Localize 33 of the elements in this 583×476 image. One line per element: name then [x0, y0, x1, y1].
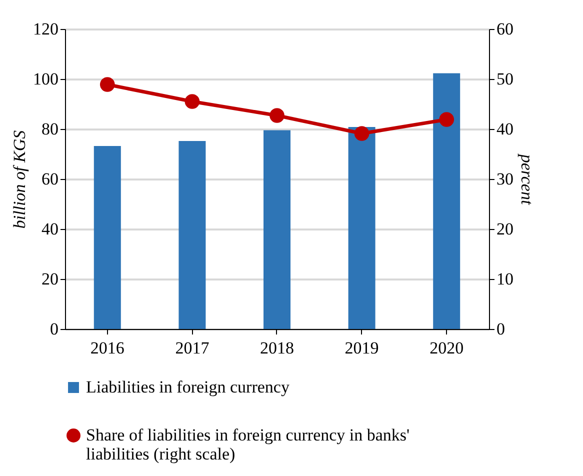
y2-tick-label: 40 [496, 120, 514, 138]
x-tick-label: 2016 [90, 338, 124, 358]
y-tick-label: 20 [42, 270, 58, 288]
y2-tick-label: 50 [496, 70, 514, 88]
point [354, 126, 370, 141]
bar [264, 130, 290, 329]
legend-label: Liabilities in foreign currency [86, 378, 290, 396]
y-tick-label: 40 [42, 220, 58, 238]
y-tick-label: 100 [33, 70, 58, 88]
y-tick-label: 0 [50, 320, 58, 338]
y-tick-label: 120 [33, 20, 58, 38]
x-tick-label: 2017 [175, 338, 210, 358]
y2-tick-label: 20 [496, 220, 514, 238]
y2-tick-label: 10 [496, 270, 514, 288]
point [184, 94, 200, 109]
point [100, 77, 115, 92]
x-tick-label: 2019 [344, 338, 379, 358]
y2-tick-label: 0 [496, 320, 505, 338]
x-tick-label: 2018 [260, 338, 294, 358]
bar [94, 146, 121, 329]
y-tick-label: 80 [42, 120, 58, 138]
point [439, 112, 454, 127]
legend-label: Share of liabilities in foreign currency in banks' liabilities (right scale) [86, 426, 410, 464]
y2-tick-label: 30 [496, 170, 514, 188]
x-tick-label: 2020 [430, 338, 464, 358]
bar [433, 73, 460, 329]
bar [348, 127, 376, 329]
y2-tick-label: 60 [496, 20, 514, 38]
y2-axis-title: percent [518, 153, 536, 206]
y-tick-label: 60 [42, 170, 58, 188]
bar [178, 141, 206, 329]
y-axis-title: billion of KGS [10, 130, 29, 229]
point [270, 108, 284, 123]
